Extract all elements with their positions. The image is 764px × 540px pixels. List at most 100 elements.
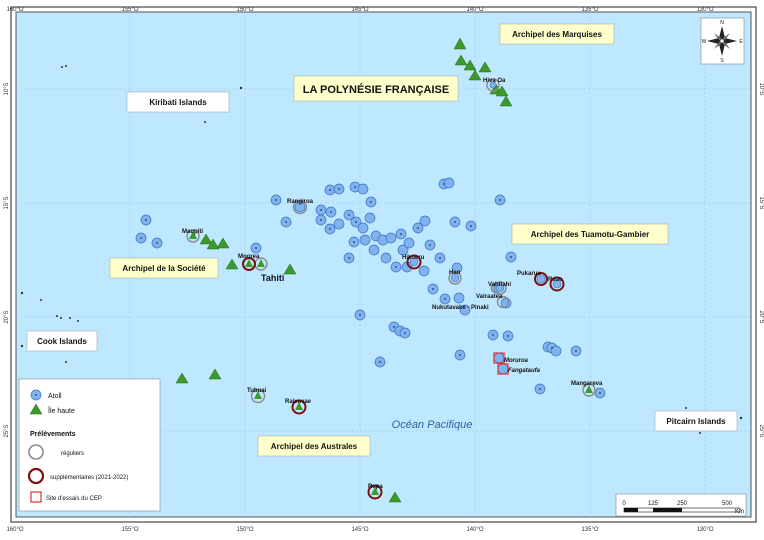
compass-west-label: W [702, 39, 707, 45]
lon-tick-top: 130°O [696, 7, 713, 13]
sampled-island-markers [189, 231, 593, 495]
atoll-hao [450, 273, 460, 283]
region-box-pitcairn [654, 410, 738, 432]
lon-tick-bottom: 155°O [121, 527, 138, 533]
high-island-triangle [468, 69, 482, 81]
place-label-moruroa: Moruroa [504, 358, 529, 364]
legend-cep-symbol [30, 491, 42, 503]
high-island-triangle [206, 238, 220, 250]
compass-rose: N S E W [700, 17, 745, 65]
place-label-maupiti: Maupiti [182, 229, 203, 235]
scale-unit: Km [735, 509, 744, 515]
lon-tick-top: 160°O [6, 7, 23, 13]
lon-tick-bottom: 135°O [581, 527, 598, 533]
lon-tick-bottom: 160°O [6, 527, 23, 533]
lat-tick-left: 25°S [4, 424, 10, 437]
place-label-vairaatea: Vairaatea [476, 294, 503, 300]
legend-atoll-label: Atoll [48, 393, 62, 400]
place-label-pukarua: Pukarua [517, 271, 541, 277]
place-label-hiva-oa: Hiva Oa [483, 78, 506, 84]
region-box-kiribati [126, 91, 230, 113]
high-island-triangle [199, 233, 213, 245]
place-label-nukutavake: Nukutavake - Pinaki [432, 305, 489, 311]
high-island-triangle [495, 85, 509, 97]
high-island-triangle [453, 37, 467, 50]
place-label-fangataufa: Fangataufa [508, 368, 541, 374]
lon-tick-top: 145°O [351, 7, 368, 13]
scale-bar: 0 125 250 500 Km [615, 493, 747, 517]
place-label-tubuai: Tubuai [247, 388, 267, 394]
legend-high-island-label: Île haute [47, 406, 75, 415]
lon-tick-bottom: 140°O [466, 527, 483, 533]
region-label-tuamotu: Archipel des Tuamotu-Gambier [531, 230, 650, 239]
place-label-reao: Reao [548, 277, 563, 283]
legend-sampling-title: Prélèvements [30, 431, 76, 438]
region-label-societe: Archipel de la Société [122, 264, 206, 273]
scale-tick: 125 [648, 501, 659, 507]
compass-south-label: S [720, 58, 724, 64]
high-island-triangle [225, 258, 239, 270]
region-box-australes [257, 435, 371, 457]
scale-tick: 250 [677, 501, 688, 507]
high-island-triangle [478, 61, 492, 73]
high-islands [175, 37, 513, 503]
map-neatline [10, 6, 757, 523]
supplementary-sampling-rings [242, 254, 565, 500]
place-label-raivavae: Raivavae [285, 399, 312, 405]
high-island-triangle [388, 491, 402, 503]
region-box-societe [109, 257, 219, 279]
lat-tick-right: 10°S [758, 82, 764, 95]
legend-supplementary-symbol [27, 467, 45, 485]
scale-tick: 500 [722, 501, 733, 507]
legend-regular-label: réguliers [61, 451, 84, 457]
atoll-reao [552, 279, 562, 289]
compass-north-label: N [720, 20, 724, 26]
region-label-australes: Archipel des Australes [271, 442, 358, 451]
lon-tick-bottom: 150°O [236, 527, 253, 533]
lat-tick-right: 15°S [758, 196, 764, 209]
legend-regular-symbol [28, 444, 44, 460]
high-island-triangle [499, 95, 513, 107]
high-island-triangle [463, 59, 477, 71]
high-island-triangle [283, 263, 297, 275]
lat-tick-right: 25°S [758, 424, 764, 437]
place-label-rapa: Rapa [368, 484, 383, 490]
region-label-pitcairn: Pitcairn Islands [666, 417, 726, 426]
high-island-triangle [208, 368, 222, 380]
regular-sampling-rings [186, 78, 596, 404]
place-label-rangiroa: Rangiroa [287, 199, 314, 205]
lon-tick-top: 150°O [236, 7, 253, 13]
place-label-moorea: Moorea [238, 254, 260, 260]
cep-test-sites [493, 352, 509, 375]
place-label-hikueru: Hikueru [402, 255, 425, 261]
region-box-cook [26, 330, 98, 352]
region-label-cook: Cook Islands [37, 337, 87, 346]
atoll-centers [140, 183, 601, 394]
atoll-pukarua [536, 274, 546, 284]
legend-high-island-symbol [29, 403, 43, 415]
lon-tick-top: 135°O [581, 7, 598, 13]
lat-tick-right: 20°S [758, 310, 764, 323]
atoll-hikueru [409, 257, 419, 267]
high-island-triangle [454, 54, 468, 66]
region-label-kiribati: Kiribati Islands [149, 98, 207, 107]
region-label-marquises: Archipel des Marquises [512, 30, 602, 39]
lon-tick-bottom: 130°O [696, 527, 713, 533]
place-label-hao: Hao [449, 270, 461, 276]
lon-tick-top: 155°O [121, 7, 138, 13]
lat-tick-left: 20°S [4, 310, 10, 323]
title-box [293, 75, 459, 102]
ocean-label: Océan Pacifique [392, 419, 473, 431]
atoll-hiva-oa [489, 81, 497, 89]
place-label-tahiti: Tahiti [261, 273, 284, 283]
lat-tick-left: 15°S [4, 196, 10, 209]
region-box-marquises [499, 23, 615, 45]
place-label-vahitahi: Vahitahi [488, 282, 511, 288]
high-island-triangle [175, 372, 189, 384]
lon-tick-top: 140°O [466, 7, 483, 13]
high-island-triangle [216, 237, 230, 249]
lat-tick-left: 10°S [4, 82, 10, 95]
scale-tick: 0 [622, 501, 626, 507]
atoll-vahitahi [495, 283, 505, 293]
